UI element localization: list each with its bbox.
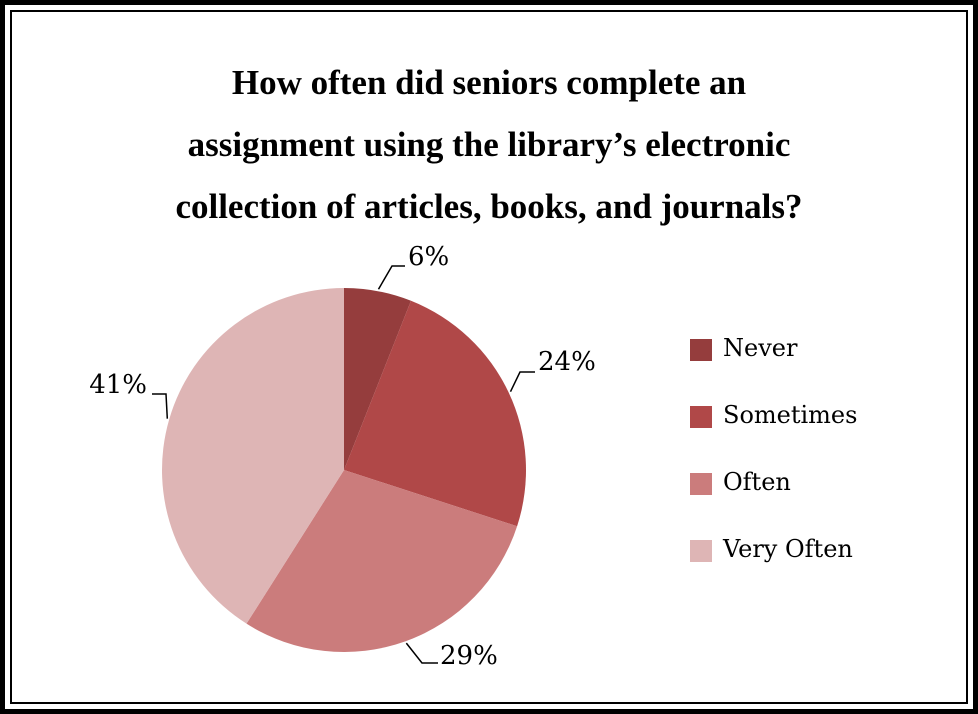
legend-label-sometimes: Sometimes [723, 401, 857, 429]
inner-border [10, 10, 968, 704]
leader-line-very-often [152, 393, 169, 419]
pie-slice-often [246, 470, 518, 652]
legend-label-often: Often [723, 468, 791, 496]
pie-slice-never [344, 288, 411, 470]
legend-label-never: Never [723, 334, 798, 362]
leader-line-often [405, 642, 438, 664]
legend-swatch-very-often [690, 540, 712, 562]
data-label-never: 6% [408, 242, 449, 272]
leader-line-never [377, 265, 405, 290]
chart-title-line-1: How often did seniors complete an [231, 63, 747, 102]
data-labels: 6% 24% 29% 41% [89, 242, 596, 671]
chart-title-line-2: assignment using the library’s electroni… [187, 125, 791, 164]
leader-lines [152, 265, 535, 664]
legend-swatch-never [690, 339, 712, 361]
data-label-sometimes: 24% [538, 347, 596, 377]
pie-slices [162, 288, 526, 652]
legend-swatch-often [690, 473, 712, 495]
data-label-very-often: 41% [89, 370, 147, 400]
data-label-often: 29% [440, 641, 498, 671]
chart-title-line-3: collection of articles, books, and journ… [175, 187, 803, 226]
legend-swatch-sometimes [690, 406, 712, 428]
leader-line-sometimes [509, 371, 535, 392]
legend-label-very-often: Very Often [722, 535, 853, 563]
legend: Never Sometimes Often Very Often [690, 334, 857, 563]
pie-slice-sometimes [344, 300, 526, 527]
pie-slice-very-often [162, 288, 344, 624]
chart-title: How often did seniors complete an assign… [40, 52, 938, 238]
